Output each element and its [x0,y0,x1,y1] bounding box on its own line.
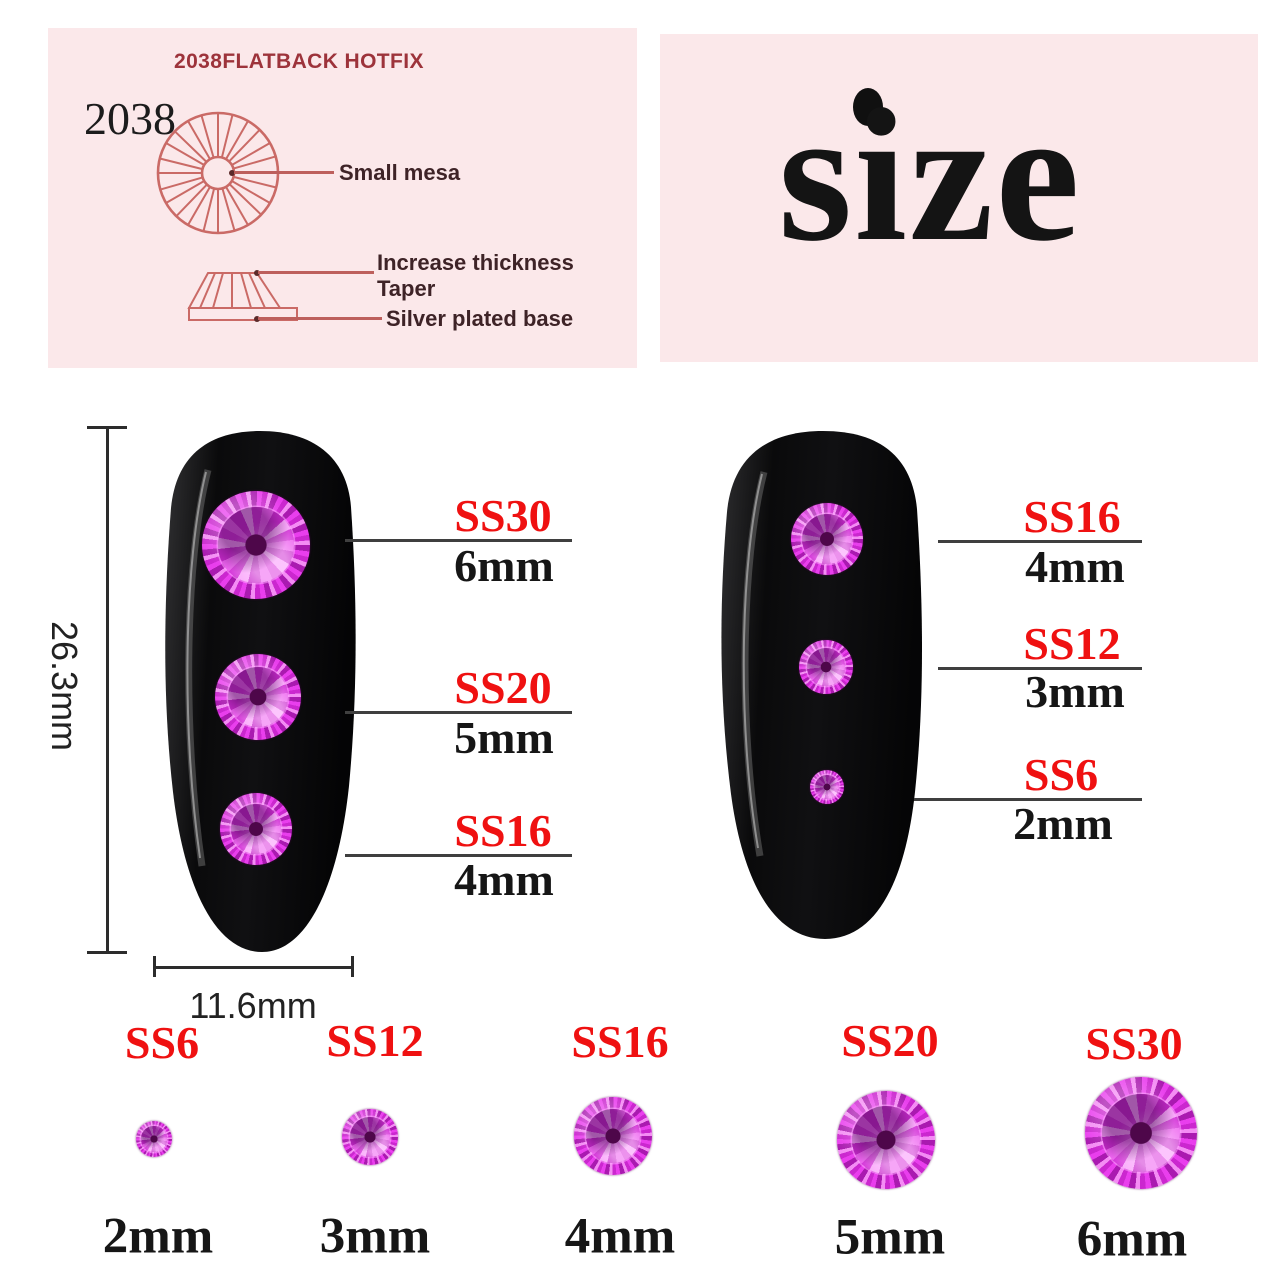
ss20-mm-label: 5mm [454,712,554,763]
callout-line-ss30 [345,539,572,542]
callout-line-ss16-right [938,540,1142,543]
gem-ss30-left-nail [202,491,310,599]
ss16-right-mm-label: 4mm [1025,541,1125,592]
callout-line-ss20 [345,711,572,714]
leader-line-small-mesa [234,171,334,174]
chart-ss16-mm: 4mm [564,1208,676,1265]
chart-ss6-label: SS6 [124,1017,200,1068]
ss12-label: SS12 [1023,618,1121,669]
chart-ss30-label: SS30 [1085,1018,1183,1069]
stone-top-view-diagram [156,111,280,235]
ss16-left-label: SS16 [454,805,552,856]
gem-ss16-right-nail [791,503,863,575]
spec-panel: 2038FLATBACK HOTFIX 2038 Small mesa [48,28,637,368]
width-dimension-tick-left [153,956,156,977]
chart-ss20-label: SS20 [841,1015,939,1066]
callout-line-ss12 [938,667,1142,670]
chart-gem-ss20 [837,1091,935,1189]
leader-line-silver-base [258,317,382,320]
stone-side-view-diagram [187,270,298,322]
callout-line-ss6 [914,798,1142,801]
size-title: size [778,71,1082,281]
chart-gem-ss12 [342,1109,398,1165]
product-code: 2038 [84,93,176,144]
ss6-mm-label: 2mm [1013,798,1113,849]
chart-ss12-label: SS12 [326,1015,424,1066]
chart-ss6-mm: 2mm [102,1208,214,1265]
nail-height-value: 26.3mm [44,621,85,752]
gem-ss20-left-nail [215,654,301,740]
chart-gem-ss16 [574,1097,652,1175]
gem-ss12-right-nail [799,640,853,694]
chart-ss16-label: SS16 [571,1016,669,1067]
ss30-label: SS30 [454,490,552,541]
ss16-right-label: SS16 [1023,491,1121,542]
nail-width-value: 11.6mm [189,985,317,1026]
spec-panel-header: 2038FLATBACK HOTFIX [174,50,424,73]
callout-small-mesa: Small mesa [339,160,461,185]
width-dimension-tick-right [351,956,354,977]
gem-ss16-left-nail [220,793,292,865]
callout-taper: Taper [377,276,436,301]
callout-silver-base: Silver plated base [386,306,574,331]
chart-gem-ss6 [136,1121,172,1157]
width-dimension-line [154,966,354,969]
height-dimension-cap-bottom [87,951,127,954]
ss30-mm-label: 6mm [454,540,554,591]
height-dimension-cap-top [87,426,127,429]
chart-ss30-mm: 6mm [1076,1211,1188,1268]
chart-ss20-mm: 5mm [834,1209,946,1266]
size-title-dot [853,88,883,126]
ss20-label: SS20 [454,662,552,713]
size-panel: size [660,34,1258,362]
height-dimension-line [106,427,109,954]
leader-line-increase-thickness [258,271,374,274]
chart-gem-ss30 [1085,1077,1197,1189]
gem-ss6-right-nail [810,770,844,804]
chart-ss12-mm: 3mm [319,1208,431,1265]
callout-increase-thickness: Increase thickness [377,250,574,275]
callout-line-ss16-left [345,854,572,857]
ss16-left-mm-label: 4mm [454,854,554,905]
ss12-mm-label: 3mm [1025,666,1125,717]
ss6-label: SS6 [1023,749,1099,800]
